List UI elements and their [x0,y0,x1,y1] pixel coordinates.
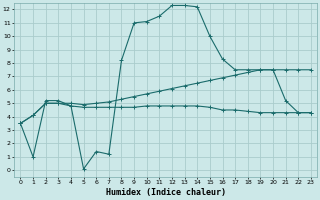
X-axis label: Humidex (Indice chaleur): Humidex (Indice chaleur) [106,188,226,197]
